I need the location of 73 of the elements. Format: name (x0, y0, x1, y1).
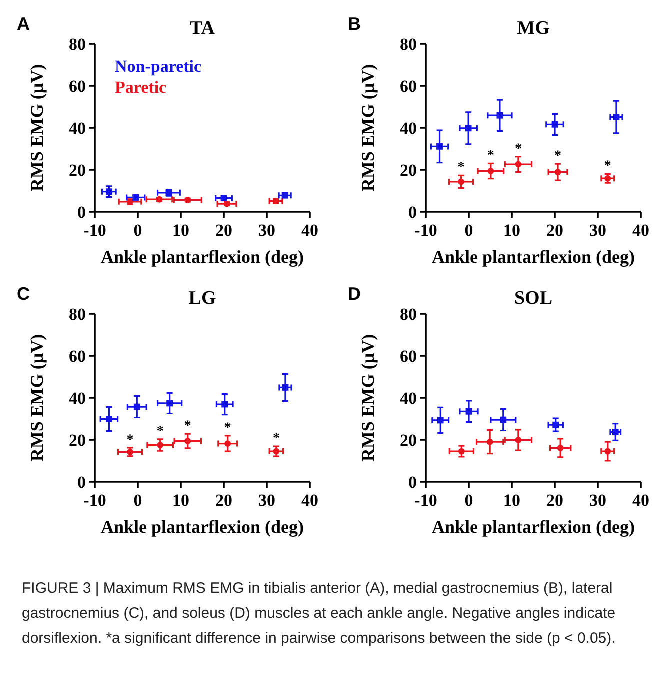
y-tick-label: 0 (78, 202, 86, 222)
x-tick-label: 40 (632, 491, 650, 510)
annotation: * (554, 149, 562, 164)
x-tick-label: 40 (632, 221, 650, 240)
text: Paretic (115, 78, 168, 97)
x-axis-title: Ankle plantarflexion (deg) (432, 517, 636, 537)
y-tick-label: 40 (69, 388, 86, 408)
chart-title: TA (190, 18, 216, 39)
text: D (348, 284, 361, 304)
x-tick-label: -10 (84, 221, 106, 240)
x-tick-label: 0 (134, 491, 142, 510)
y-tick-label: 40 (400, 388, 417, 408)
x-tick-label: 30 (258, 491, 276, 510)
chart-title: MG (517, 18, 550, 39)
y-tick-label: 20 (400, 160, 417, 180)
annotation: * (514, 142, 522, 157)
x-tick-label: 30 (590, 491, 606, 510)
x-tick-label: 0 (464, 221, 474, 240)
x-tick-label: -10 (84, 491, 106, 510)
x-axis-title: Ankle plantarflexion (deg) (100, 247, 304, 267)
x-tick-label: 20 (216, 491, 232, 510)
x-tick-label: 10 (504, 491, 520, 510)
y-tick-label: 20 (69, 430, 86, 450)
x-tick-label: 20 (546, 221, 564, 240)
y-axis-title: RMS EMG (µV) (358, 334, 378, 462)
x-tick-label: 30 (258, 221, 276, 240)
annotation: * (156, 424, 164, 440)
y-axis-title: RMS EMG (µV) (358, 64, 378, 192)
annotation: * (604, 159, 612, 174)
x-tick-label: 40 (302, 221, 318, 240)
annotation: * (272, 432, 280, 447)
y-tick-label: 0 (78, 472, 86, 492)
x-tick-label: 0 (464, 491, 474, 510)
x-tick-label: 10 (504, 221, 520, 240)
x-tick-label: -10 (414, 491, 438, 510)
x-tick-label: 30 (590, 221, 606, 240)
y-tick-label: 20 (400, 430, 417, 450)
y-tick-label: 80 (69, 304, 86, 324)
x-axis-title: Ankle plantarflexion (deg) (432, 247, 636, 267)
y-tick-label: 0 (408, 472, 417, 492)
y-tick-label: 60 (69, 76, 86, 96)
annotation: * (126, 432, 134, 448)
y-tick-label: 40 (400, 118, 417, 138)
x-axis-title: Ankle plantarflexion (deg) (100, 517, 304, 537)
y-tick-label: 60 (400, 346, 417, 366)
annotation: * (184, 419, 192, 434)
y-tick-label: 20 (69, 160, 86, 180)
text: A (17, 14, 30, 34)
y-tick-label: 80 (69, 34, 86, 54)
text: B (348, 14, 361, 34)
y-tick-label: 80 (400, 304, 417, 324)
x-tick-label: 0 (134, 221, 142, 240)
x-tick-label: 20 (216, 221, 232, 240)
x-tick-label: 20 (546, 491, 564, 510)
y-axis-title: RMS EMG (µV) (27, 64, 47, 192)
x-tick-label: 10 (172, 221, 190, 240)
y-tick-label: 0 (408, 202, 417, 222)
y-tick-label: 60 (69, 346, 86, 366)
y-tick-label: 60 (400, 76, 417, 96)
text: C (17, 284, 30, 304)
annotation: * (458, 160, 465, 176)
annotation: * (224, 421, 232, 436)
y-tick-label: 80 (400, 34, 417, 54)
chart-title: LG (188, 288, 216, 309)
x-tick-label: -10 (414, 221, 438, 240)
y-tick-label: 40 (69, 118, 86, 138)
chart-title: SOL (514, 288, 553, 309)
annotation: * (487, 148, 494, 164)
x-tick-label: 10 (172, 491, 190, 510)
y-axis-title: RMS EMG (µV) (27, 334, 47, 462)
caption: FIGURE 3 | Maximum RMS EMG in tibialis anterior (A), medial gastrocnemius (B), lateral gastrocnemius (C), and soleus (D) muscles at each ankle angle. Negative angles indicate dorsiflexion. *a significant difference in pairwise comparisons between the side (p < 0.05). (22, 580, 616, 647)
x-tick-label: 40 (302, 491, 318, 510)
text: Non-paretic (115, 57, 202, 76)
